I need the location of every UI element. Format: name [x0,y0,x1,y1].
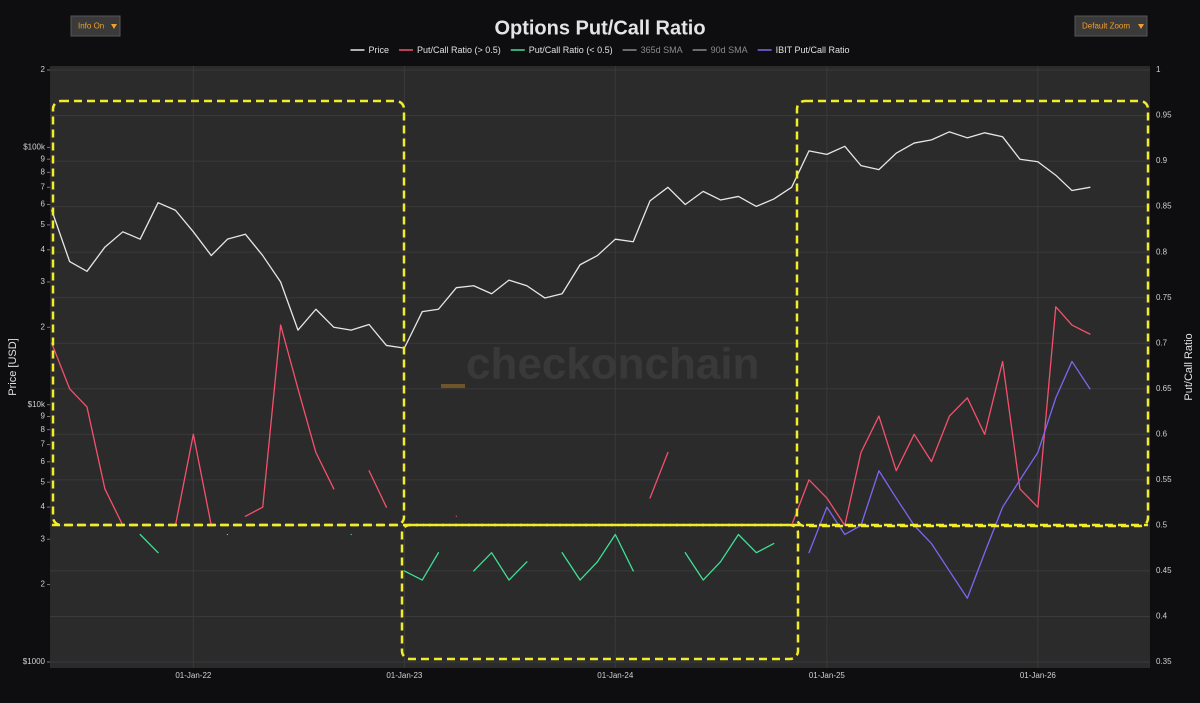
y2-tick-label: 0.55 [1156,475,1172,484]
y-tick-label: 4 [41,502,46,511]
legend: Price Put/Call Ratio (> 0.5) Put/Call Rati… [350,45,850,55]
zoom-button[interactable]: Default Zoom [1074,15,1148,37]
legend-item[interactable]: Put/Call Ratio (> 0.5) [398,45,501,55]
y-tick-label: 9 [41,154,46,163]
y-tick-label: 9 [41,412,46,421]
highlight-box [51,99,406,527]
y-tick-label: 3 [41,534,46,543]
dropdown-icon [111,24,117,29]
highlight-box [795,99,1150,528]
button-label[interactable]: Info On [78,22,104,31]
legend-item[interactable]: IBIT Put/Call Ratio [757,45,850,55]
y-tick-label: 7 [41,440,46,449]
legend-item[interactable]: Price [350,45,389,55]
y-tick-label: 3 [41,277,46,286]
x-tick-label: 01-Jan-23 [386,671,423,680]
watermark: checkonchain [441,340,759,389]
series [51,131,1091,599]
legend-label: Price [368,45,389,55]
y2-tick-label: 1 [1156,65,1161,74]
info-button[interactable]: Info On [70,15,121,37]
legend-label: Put/Call Ratio (> 0.5) [417,45,501,55]
y-tick-label: 8 [41,425,46,434]
y-tick-label: 5 [41,477,46,486]
series-line [808,360,1091,599]
watermark-logo [441,384,465,388]
legend-label: IBIT Put/Call Ratio [776,45,850,55]
y2-tick-label: 0.95 [1156,111,1172,120]
y2-tick-label: 0.9 [1156,156,1168,165]
legend-label: 90d SMA [711,45,748,55]
y-axis-title: Price [USD] [7,338,19,395]
y2-axis-title: Put/Call Ratio [1183,333,1195,400]
y2-tick-label: 0.45 [1156,566,1172,575]
x-tick-label: 01-Jan-26 [1020,671,1057,680]
grid [47,66,1150,668]
y-tick-label: 4 [41,245,46,254]
y2-tick-label: 0.4 [1156,612,1168,621]
dropdown-icon [1138,24,1144,29]
y-tick-label: 5 [41,220,46,229]
button-label[interactable]: Default Zoom [1082,22,1130,31]
y2-tick-label: 0.65 [1156,384,1172,393]
y-tick-label: 2 [41,580,46,589]
x-tick-label: 01-Jan-22 [175,671,212,680]
y2-tick-label: 0.6 [1156,429,1168,438]
legend-label: Put/Call Ratio (< 0.5) [529,45,613,55]
y2-tick-label: 0.7 [1156,338,1168,347]
legend-item[interactable]: 365d SMA [622,45,683,55]
button-box[interactable] [1074,15,1148,37]
legend-item[interactable]: Put/Call Ratio (< 0.5) [510,45,613,55]
y-tick-label: 2 [41,322,46,331]
annotations [51,99,1150,661]
y-tick-label: $1000 [23,657,46,666]
y2-tick-label: 0.5 [1156,520,1168,529]
y-tick-label: 2 [41,65,46,74]
y2-tick-label: 0.85 [1156,202,1172,211]
y-tick-label: $10k [28,400,46,409]
legend-label: 365d SMA [641,45,683,55]
y2-tick-label: 0.35 [1156,657,1172,666]
watermark-text: checkonchain [466,340,759,389]
x-tick-label: 01-Jan-25 [809,671,846,680]
y-tick-label: $100k [23,143,46,152]
y-tick-label: 6 [41,457,46,466]
chart-title: Options Put/Call Ratio [494,17,705,39]
y2-tick-label: 0.8 [1156,247,1168,256]
y2-tick-label: 0.75 [1156,293,1172,302]
y-tick-label: 8 [41,167,46,176]
y-tick-label: 6 [41,200,46,209]
x-tick-label: 01-Jan-24 [597,671,634,680]
series-line [51,131,1091,349]
plot-area [50,66,1150,668]
button-box[interactable] [70,15,121,37]
legend-item[interactable]: 90d SMA [692,45,748,55]
y-tick-label: 7 [41,182,46,191]
series-line [139,533,775,581]
